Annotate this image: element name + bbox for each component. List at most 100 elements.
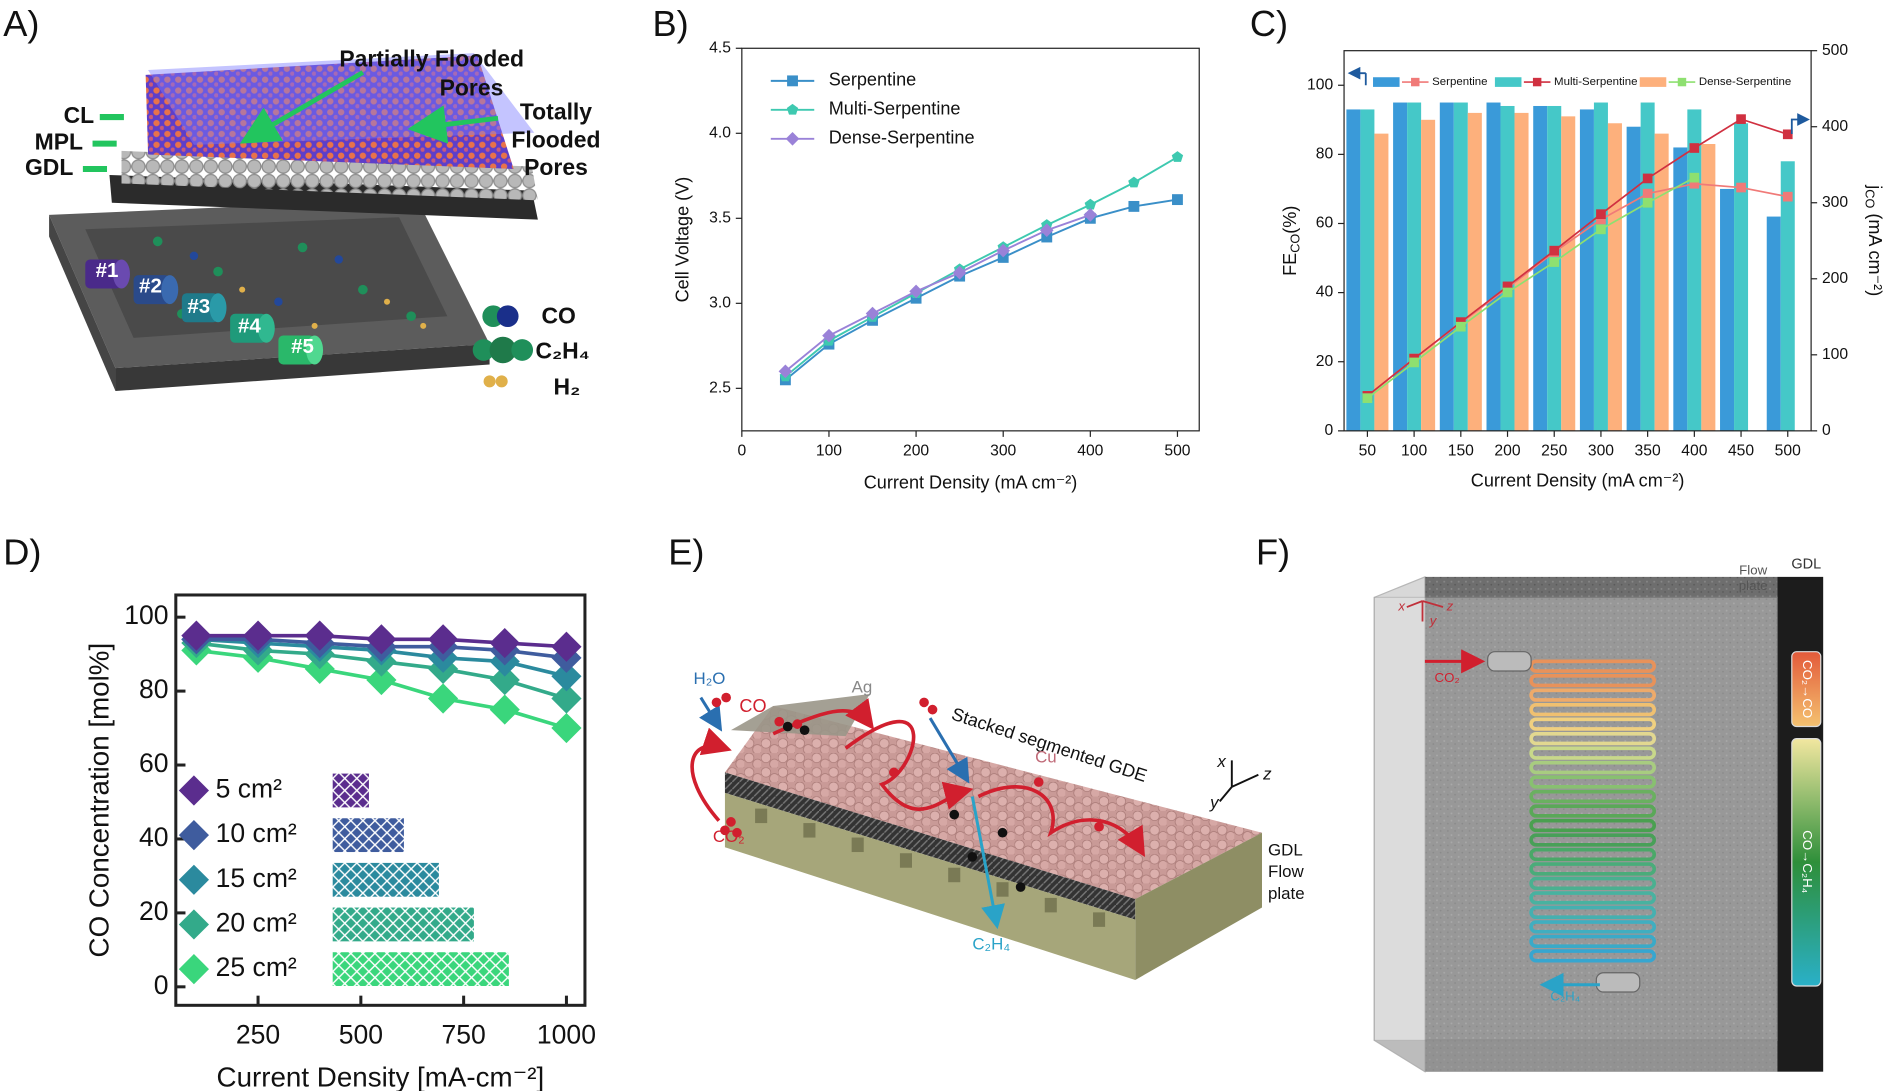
panel-e-illustration-part-part: [726, 817, 736, 827]
legend-marker: [787, 75, 798, 87]
y2-tick-label: 100: [1822, 346, 1848, 363]
panel-e-illustration-part-part: [1093, 912, 1106, 927]
panel-e-illustration-part-part: [720, 825, 730, 836]
y-tick-label: 20: [139, 896, 169, 926]
point: [1782, 191, 1793, 202]
legend-area-bar: [332, 952, 509, 987]
point: [910, 292, 922, 304]
y-axis-label: Cell Voltage (V): [673, 177, 693, 303]
panel-e-illustration-part-part: [1094, 821, 1104, 832]
legend-marker: [178, 909, 210, 940]
bar: [1579, 109, 1594, 431]
point: [1455, 321, 1466, 332]
y2-tick-label: 0: [1822, 422, 1831, 439]
point: [551, 661, 582, 692]
panel-e-illustration-part: [782, 721, 1026, 892]
panel-a-illustration-part-part: [297, 242, 308, 253]
flow-channel-part: [1529, 717, 1657, 731]
y-axis-label: FECO(%): [1280, 206, 1303, 276]
flow-channel-part: [1529, 760, 1657, 775]
x-tick-label: 500: [1775, 443, 1801, 460]
panel-label: B): [653, 3, 689, 44]
panel-a-illustration-part: [189, 251, 343, 306]
legend-bar: [1639, 77, 1667, 87]
panel-e-illustration-part-part: [803, 823, 816, 838]
panel-e-illustration-part-part: [799, 725, 810, 735]
panel-a-illustration-part-part: [406, 311, 416, 322]
flow-channel-part: [1529, 674, 1657, 688]
panel-f-illustration-part: [1791, 737, 1822, 987]
outlet-label: #5: [291, 335, 314, 358]
bar: [1453, 102, 1468, 431]
point: [909, 284, 923, 299]
panel-e-illustration-part: [844, 719, 974, 811]
panel-e-illustration-part-part: [1033, 777, 1044, 787]
y-tick-label: 0: [154, 970, 169, 1000]
panel-a-illustration-part-part: [334, 255, 343, 264]
legend-label: 5 cm²: [216, 774, 283, 804]
product-label: CO: [541, 302, 575, 328]
point: [1642, 188, 1653, 199]
legend-label: 25 cm²: [216, 952, 297, 982]
x-tick-label: 350: [1635, 443, 1661, 460]
point: [1782, 129, 1793, 140]
panel-e-illustration-part-part: [948, 867, 961, 883]
panel-f-illustration: CO₂→CO CO→C₂H₄ Flow plate GDL CO₂ C₂H₄ x…: [1373, 557, 1824, 1073]
panel-a-illustration-part: [407, 105, 499, 144]
panel-a-illustration-part: [489, 336, 517, 364]
bar: [1439, 102, 1454, 431]
bar: [1421, 119, 1436, 431]
y-axis-label-part: FE: [1280, 253, 1300, 276]
point: [1736, 114, 1746, 124]
point: [366, 664, 397, 696]
point: [822, 328, 836, 343]
y-tick-label: 2.5: [709, 379, 731, 396]
panel-e-illustration-part-part: [1044, 897, 1057, 913]
point: [551, 683, 582, 714]
panel-e-illustration-part-part: [899, 853, 913, 868]
panel-e-illustration-part-part: [774, 716, 785, 727]
y-tick-label: 60: [139, 748, 169, 778]
panel-label: A): [3, 3, 39, 44]
panel-e-illustration-part-part: [711, 697, 722, 708]
label: CO: [739, 696, 766, 716]
panel-f-illustration-part: [1791, 651, 1822, 728]
plot-frame: [174, 593, 587, 1007]
flow-channel-part: [1529, 949, 1657, 963]
legend-marker: [178, 864, 210, 895]
bar: [1626, 126, 1641, 431]
panel-f-illustration-part: [1374, 1040, 1778, 1072]
point: [1689, 172, 1700, 183]
axis-label: z: [1446, 599, 1454, 614]
panel-e-illustration-part-part: [1015, 882, 1026, 892]
annotation: Totally: [520, 99, 592, 125]
x-tick-label: 500: [339, 1020, 383, 1050]
panel-e-illustration-part: [1135, 832, 1262, 980]
axis-indicator: [1790, 113, 1810, 134]
point: [996, 243, 1010, 258]
panel-e-illustration-part-part: [782, 721, 793, 732]
point: [304, 620, 335, 651]
outlet-part: [306, 335, 324, 365]
label: Cu: [1035, 747, 1057, 766]
panel-e-illustration-part: [699, 696, 723, 732]
x-axis-label: Current Density (mA cm⁻²): [1471, 470, 1685, 490]
flow-channel-part: [1529, 934, 1657, 948]
panel-a-illustration-part-part: [311, 322, 318, 329]
point: [242, 620, 274, 651]
point: [181, 620, 212, 651]
panel-label: D): [3, 532, 41, 573]
legend-marker: [1532, 77, 1542, 87]
axis-label: x: [1216, 752, 1226, 771]
x-axis-label: Current Density [mA-cm⁻²]: [217, 1061, 545, 1091]
series-line: [1366, 176, 1695, 399]
label: Ag: [852, 677, 873, 696]
layer-label: GDL: [25, 154, 73, 180]
bar: [1701, 144, 1716, 431]
legend-area-bar: [332, 862, 439, 897]
series-line: [784, 198, 1178, 381]
legend-label: Dense-Serpentine: [1699, 76, 1791, 88]
outlet-part: [230, 313, 267, 343]
